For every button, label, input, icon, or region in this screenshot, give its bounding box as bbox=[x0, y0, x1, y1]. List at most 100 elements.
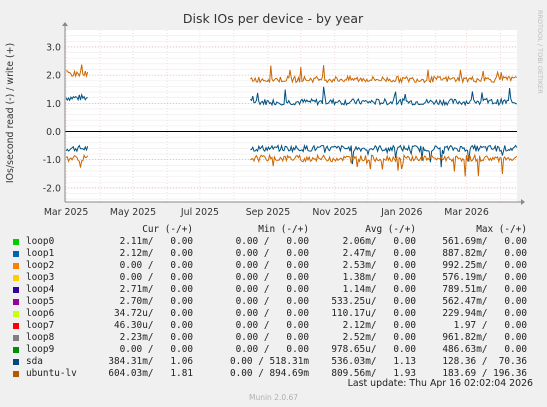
legend-max: 128.36 / 70.36 bbox=[442, 356, 527, 367]
legend-min: 0.00 / 0.00 bbox=[235, 236, 309, 247]
header-max: Max (-/+) bbox=[476, 224, 527, 235]
legend-swatch bbox=[13, 371, 19, 377]
legend-cur: 46.30u/ 0.00 bbox=[113, 320, 193, 331]
legend-swatch bbox=[13, 287, 19, 293]
legend-swatch bbox=[13, 335, 19, 341]
legend-row-ubuntu-lv: ubuntu-lv 604.03m/ 1.81 0.00 / 894.69m 809.… bbox=[0, 368, 547, 380]
x-tick-label: Mar 2025 bbox=[44, 207, 89, 218]
legend-row-loop4: loop4 2.71m/ 0.00 0.00 / 0.00 1.14m/ 0.00 78… bbox=[0, 284, 547, 296]
series-ubuntu-lv-write-line bbox=[250, 65, 518, 85]
legend-avg: 1.14m/ 0.00 bbox=[342, 284, 416, 295]
plot-area bbox=[65, 30, 517, 202]
legend-swatch bbox=[13, 263, 19, 269]
y-tick-label: -1.0 bbox=[43, 155, 61, 166]
legend-avg: 2.52m/ 0.00 bbox=[342, 332, 416, 343]
header-cur: Cur (-/+) bbox=[142, 224, 193, 235]
legend-avg: 533.25u/ 0.00 bbox=[331, 296, 416, 307]
legend-name: loop9 bbox=[26, 344, 55, 355]
legend-avg: 978.65u/ 0.00 bbox=[331, 344, 416, 355]
legend-max: 562.47m/ 0.00 bbox=[442, 296, 527, 307]
legend-swatch bbox=[13, 359, 19, 365]
series-ubuntu-lv-read-line bbox=[65, 153, 89, 168]
series-ubuntu-lv-write-line bbox=[66, 64, 89, 79]
legend-cur: 2.71m/ 0.00 bbox=[119, 284, 193, 295]
legend-max: 229.94m/ 0.00 bbox=[442, 308, 527, 319]
header-min: Min (-/+) bbox=[258, 224, 309, 235]
legend-avg: 2.12m/ 0.00 bbox=[342, 320, 416, 331]
x-tick-label: Sep 2025 bbox=[246, 207, 291, 218]
legend-avg: 2.47m/ 0.00 bbox=[342, 248, 416, 259]
legend-swatch bbox=[13, 251, 19, 257]
legend-avg: 809.56m/ 1.93 bbox=[331, 368, 416, 379]
legend-row-loop7: loop7 46.30u/ 0.00 0.00 / 0.00 2.12m/ 0.00 1… bbox=[0, 320, 547, 332]
legend-cur: 604.03m/ 1.81 bbox=[108, 368, 193, 379]
legend-row-loop2: loop2 0.00 / 0.00 0.00 / 0.00 2.53m/ 0.00 99… bbox=[0, 260, 547, 272]
legend-row-loop5: loop5 2.70m/ 0.00 0.00 / 0.00 533.25u/ 0.00… bbox=[0, 296, 547, 308]
legend-cur: 2.23m/ 0.00 bbox=[119, 332, 193, 343]
legend-max: 887.82m/ 0.00 bbox=[442, 248, 527, 259]
legend-avg: 2.53m/ 0.00 bbox=[342, 260, 416, 271]
legend-cur: 2.70m/ 0.00 bbox=[119, 296, 193, 307]
legend-row-loop3: loop3 0.00 / 0.00 0.00 / 0.00 1.38m/ 0.00 57… bbox=[0, 272, 547, 284]
legend-rows: loop0 2.11m/ 0.00 0.00 / 0.00 2.06m/ 0.00 56… bbox=[0, 236, 547, 380]
legend-min: 0.00 / 0.00 bbox=[235, 284, 309, 295]
legend-max: 789.51m/ 0.00 bbox=[442, 284, 527, 295]
x-tick-label: Jan 2026 bbox=[380, 207, 422, 218]
legend-min: 0.00 / 0.00 bbox=[235, 332, 309, 343]
legend-avg: 2.06m/ 0.00 bbox=[342, 236, 416, 247]
x-axis-arrow bbox=[521, 199, 525, 205]
legend-table: Cur (-/+) Min (-/+) Avg (-/+) Max (-/+) … bbox=[0, 224, 547, 380]
axes: 3.0 2.0 1.0 0.0 -1.0 -2.0 Mar 2025 May 2025 Jul … bbox=[43, 22, 525, 218]
legend-min: 0.00 / 518.31m bbox=[229, 356, 309, 367]
legend-name: loop3 bbox=[26, 272, 55, 283]
legend-cur: 0.00 / 0.00 bbox=[119, 272, 193, 283]
header-avg: Avg (-/+) bbox=[365, 224, 416, 235]
legend-cur: 0.00 / 0.00 bbox=[119, 344, 193, 355]
legend-min: 0.00 / 0.00 bbox=[235, 272, 309, 283]
legend-avg: 110.17u/ 0.00 bbox=[331, 308, 416, 319]
legend-name: loop4 bbox=[26, 284, 55, 295]
legend-max: 1.97 / 0.00 bbox=[453, 320, 527, 331]
legend-min: 0.00 / 0.00 bbox=[235, 344, 309, 355]
legend-swatch bbox=[13, 275, 19, 281]
legend-swatch bbox=[13, 311, 19, 317]
y-axis-label: IOs/second read (-) / write (+) bbox=[5, 43, 16, 183]
y-axis-arrow bbox=[62, 22, 68, 26]
legend-avg: 1.38m/ 0.00 bbox=[342, 272, 416, 283]
legend-name: loop8 bbox=[26, 332, 55, 343]
y-tick-label: 1.0 bbox=[46, 99, 61, 110]
legend-min: 0.00 / 0.00 bbox=[235, 308, 309, 319]
legend-cur: 34.72u/ 0.00 bbox=[113, 308, 193, 319]
legend-name: loop0 bbox=[26, 236, 55, 247]
legend-row-loop8: loop8 2.23m/ 0.00 0.00 / 0.00 2.52m/ 0.00 96… bbox=[0, 332, 547, 344]
legend-cur: 0.00 / 0.00 bbox=[119, 260, 193, 271]
legend-name: loop6 bbox=[26, 308, 55, 319]
legend-swatch bbox=[13, 323, 19, 329]
legend-row-loop6: loop6 34.72u/ 0.00 0.00 / 0.00 110.17u/ 0.0… bbox=[0, 308, 547, 320]
y-tick-label: -2.0 bbox=[43, 183, 61, 194]
legend-swatch bbox=[13, 239, 19, 245]
legend-min: 0.00 / 0.00 bbox=[235, 248, 309, 259]
chart-title: Disk IOs per device - by year bbox=[183, 11, 364, 26]
x-tick-label: May 2025 bbox=[110, 207, 156, 218]
legend-min: 0.00 / 0.00 bbox=[235, 296, 309, 307]
legend-cur: 2.12m/ 0.00 bbox=[119, 248, 193, 259]
series-sda-read-line bbox=[65, 144, 89, 153]
legend-name: loop5 bbox=[26, 296, 55, 307]
munin-version: Munin 2.0.67 bbox=[248, 393, 299, 402]
x-tick-label: Jul 2025 bbox=[180, 207, 219, 218]
series-sda-write-line bbox=[250, 86, 518, 107]
y-tick-label: 2.0 bbox=[46, 71, 61, 82]
legend-row-loop0: loop0 2.11m/ 0.00 0.00 / 0.00 2.06m/ 0.00 56… bbox=[0, 236, 547, 248]
legend-max: 576.19m/ 0.00 bbox=[442, 272, 527, 283]
legend-row-loop1: loop1 2.12m/ 0.00 0.00 / 0.00 2.47m/ 0.00 88… bbox=[0, 248, 547, 260]
legend-row-loop9: loop9 0.00 / 0.00 0.00 / 0.00 978.65u/ 0.00… bbox=[0, 344, 547, 356]
legend-min: 0.00 / 894.69m bbox=[229, 368, 309, 379]
series-sda-read-line bbox=[250, 143, 518, 168]
legend-swatch bbox=[13, 347, 19, 353]
legend-row-sda: sda 384.31m/ 1.06 0.00 / 518.31m 536.03m/ 1… bbox=[0, 356, 547, 368]
series-layer bbox=[65, 64, 518, 177]
legend-avg: 536.03m/ 1.13 bbox=[331, 356, 416, 367]
y-tick-label: 0.0 bbox=[46, 127, 61, 138]
last-update: Last update: Thu Apr 16 02:02:04 2026 bbox=[347, 378, 533, 389]
